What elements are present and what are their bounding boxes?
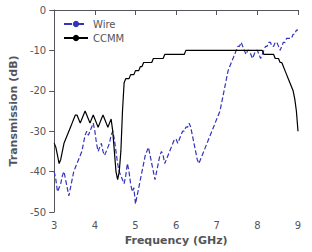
svg-text:-20: -20 xyxy=(30,85,46,96)
svg-text:5: 5 xyxy=(132,220,138,231)
svg-text:0: 0 xyxy=(40,5,46,16)
svg-text:Transmission (dB): Transmission (dB) xyxy=(7,55,20,166)
svg-text:8: 8 xyxy=(254,220,260,231)
svg-text:-10: -10 xyxy=(30,45,46,56)
svg-text:3: 3 xyxy=(51,220,57,231)
svg-text:Frequency (GHz): Frequency (GHz) xyxy=(125,234,228,247)
svg-text:4: 4 xyxy=(92,220,98,231)
svg-text:7: 7 xyxy=(214,220,220,231)
svg-text:-40: -40 xyxy=(30,166,46,177)
svg-text:9: 9 xyxy=(295,220,301,231)
svg-text:6: 6 xyxy=(173,220,179,231)
svg-text:-50: -50 xyxy=(30,207,46,218)
svg-text:Wire: Wire xyxy=(93,19,116,30)
svg-text:-30: -30 xyxy=(30,126,46,137)
svg-text:CCMM: CCMM xyxy=(93,33,124,44)
